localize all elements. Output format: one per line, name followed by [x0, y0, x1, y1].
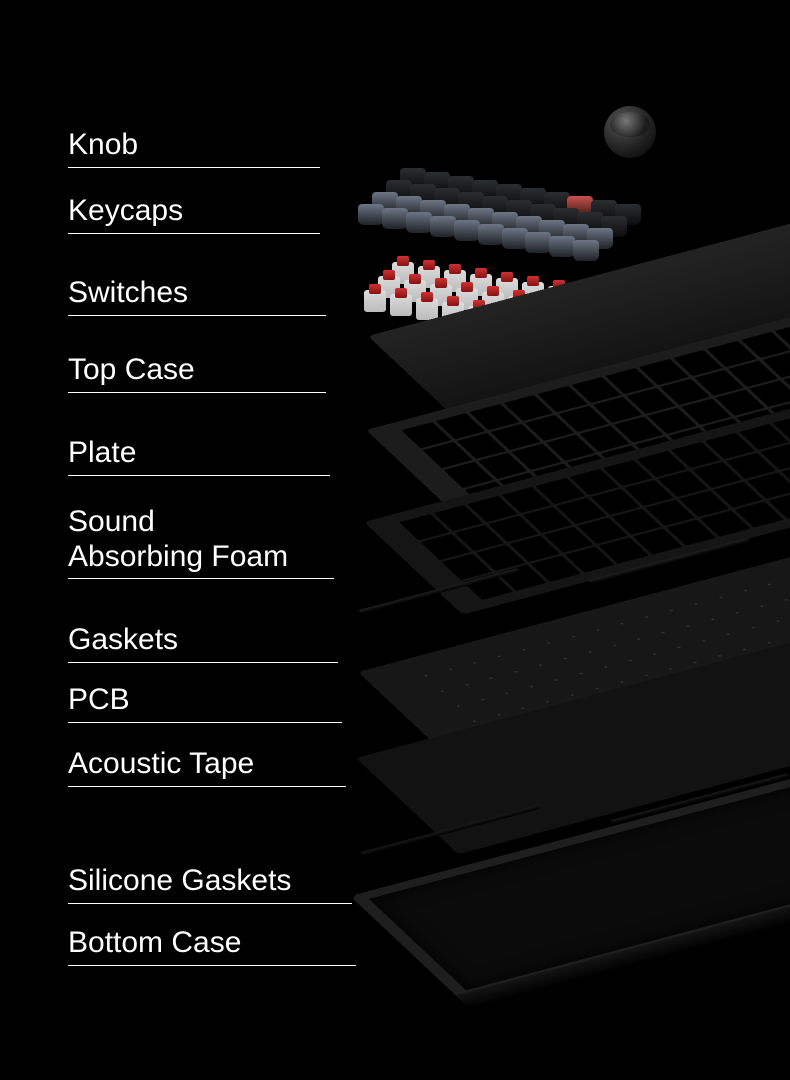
label-gaskets: Gaskets [68, 623, 338, 663]
label-keycaps: Keycaps [68, 194, 320, 234]
label-bottom-case: Bottom Case [68, 926, 356, 966]
label-silicone-gaskets: Silicone Gaskets [68, 864, 352, 904]
label-foam: Sound Absorbing Foam [68, 505, 334, 579]
label-acoustic-tape: Acoustic Tape [68, 747, 346, 787]
layer-knob [604, 106, 656, 158]
label-top-case: Top Case [68, 353, 326, 393]
label-knob: Knob [68, 128, 320, 168]
label-switches: Switches [68, 276, 326, 316]
label-plate: Plate [68, 436, 330, 476]
label-pcb: PCB [68, 683, 342, 723]
